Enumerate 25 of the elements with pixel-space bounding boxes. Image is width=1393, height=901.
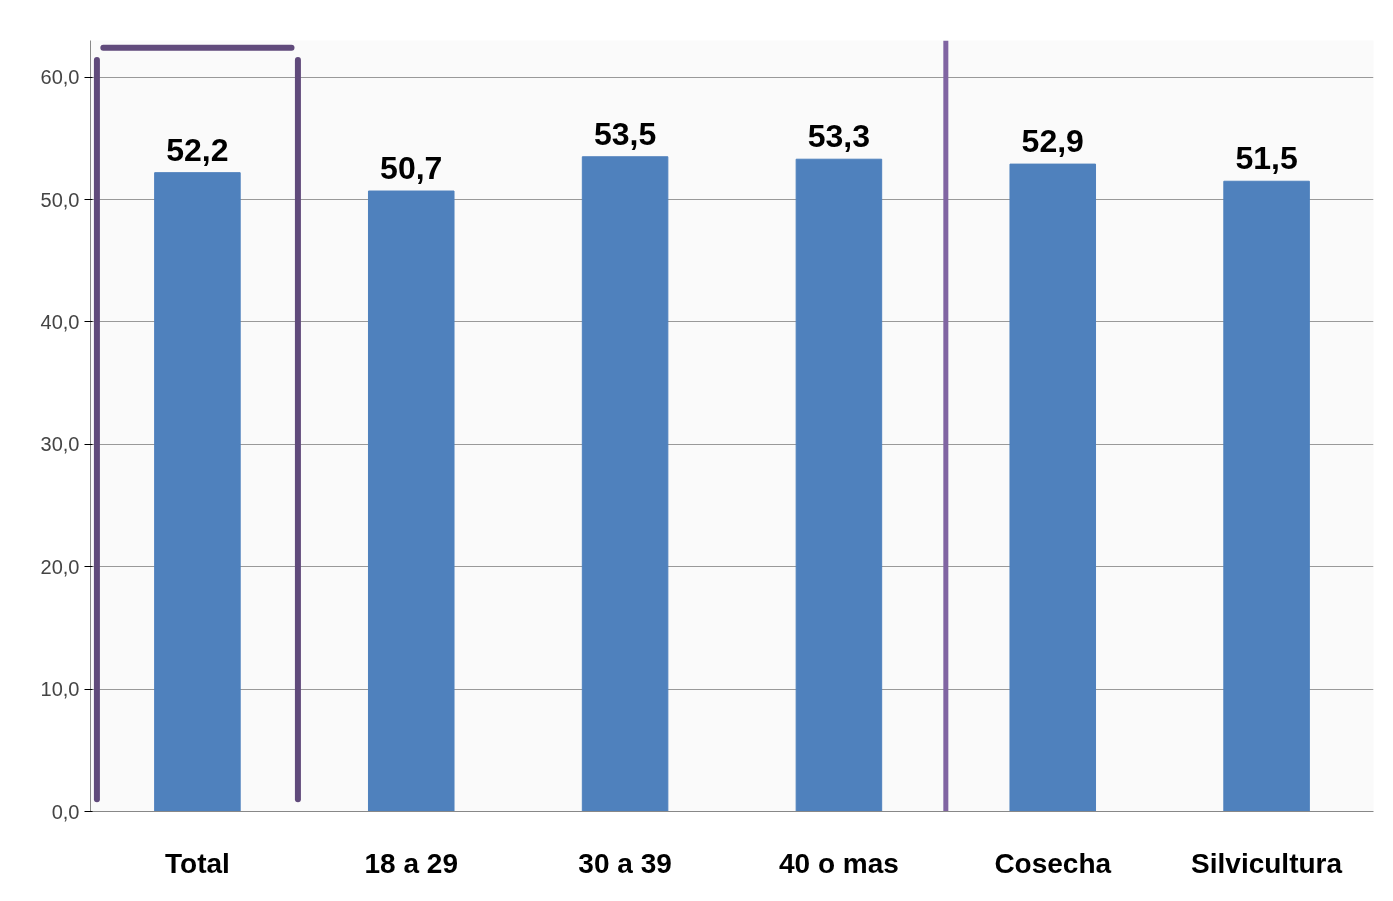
data-label: 53,5 — [593, 115, 657, 152]
y-tick-label: 10,0 — [40, 678, 80, 701]
bar — [1009, 163, 1097, 812]
y-tick-label: 0,0 — [51, 800, 80, 823]
x-tick-label: Silvicultura — [1191, 847, 1343, 879]
y-tick-label: 20,0 — [40, 555, 80, 578]
x-tick-label: 40 o mas — [778, 847, 899, 879]
x-tick-label: 30 a 39 — [578, 847, 672, 879]
y-tick-label: 40,0 — [40, 310, 80, 333]
data-label: 53,3 — [807, 118, 871, 155]
bar — [581, 156, 669, 812]
data-label: 50,7 — [380, 150, 443, 187]
data-label: 52,9 — [1021, 123, 1084, 160]
data-label: 51,5 — [1235, 140, 1298, 177]
bar — [1223, 180, 1310, 812]
data-label: 52,2 — [166, 131, 229, 168]
x-tick-label: Cosecha — [994, 847, 1112, 879]
x-tick-label: 18 a 29 — [364, 847, 458, 879]
y-tick-label: 30,0 — [40, 433, 80, 456]
bar — [795, 158, 883, 812]
y-tick-label: 50,0 — [40, 188, 80, 211]
x-tick-label: Total — [165, 847, 230, 879]
bar — [154, 172, 241, 812]
bar — [367, 190, 455, 812]
y-tick-label: 60,0 — [40, 66, 80, 89]
